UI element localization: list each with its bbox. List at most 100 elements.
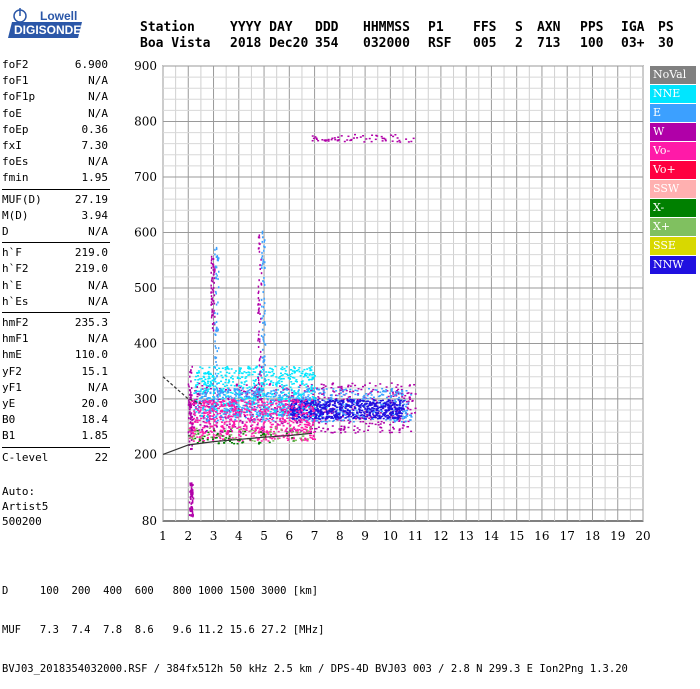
echo-point (282, 387, 285, 390)
echo-point (302, 375, 305, 378)
echo-point (377, 412, 380, 414)
echo-point (223, 410, 226, 412)
echo-point (277, 377, 280, 379)
echo-point (244, 428, 247, 431)
echo-point (372, 416, 375, 418)
echo-point (308, 430, 311, 433)
echo-point (255, 416, 258, 419)
echo-point (274, 421, 277, 423)
echo-point (257, 303, 260, 306)
y-tick-label: 700 (134, 170, 157, 184)
echo-point (212, 418, 215, 420)
param-row: foEs N/A (2, 155, 108, 171)
echo-point (282, 434, 285, 437)
echo-point (219, 371, 222, 373)
echo-point (269, 396, 272, 398)
echo-point (260, 391, 263, 393)
echo-point (320, 409, 323, 411)
spread-streak (210, 255, 216, 332)
echo-point (228, 425, 231, 428)
echo-point (287, 392, 290, 394)
echo-point (236, 410, 239, 412)
echo-point (336, 394, 339, 397)
echo-point (299, 437, 302, 439)
echo-point (322, 404, 325, 407)
echo-point (395, 403, 398, 406)
echo-point (296, 421, 299, 423)
echo-point (189, 496, 192, 499)
echo-point (214, 403, 217, 406)
echo-point (395, 418, 398, 421)
echo-point (210, 373, 213, 376)
echo-point (266, 418, 269, 421)
echo-point (254, 418, 257, 421)
echo-point (202, 405, 205, 407)
echo-point (269, 430, 272, 433)
echo-point (255, 413, 258, 416)
echo-point (300, 421, 303, 424)
echo-point (225, 396, 228, 398)
echo-point (241, 421, 244, 423)
echo-point (232, 399, 235, 402)
echo-point (359, 406, 362, 409)
echo-point (219, 418, 222, 421)
echo-point (191, 394, 193, 397)
echo-point (235, 409, 238, 412)
echo-point (197, 392, 200, 395)
echo-point (191, 509, 193, 512)
echo-point (243, 414, 246, 417)
echo-point (280, 415, 283, 417)
echo-point (315, 402, 318, 404)
echo-point (229, 404, 232, 407)
echo-point (309, 410, 312, 413)
param-separator (2, 188, 110, 190)
echo-point (242, 386, 245, 389)
echo-point (335, 390, 338, 392)
echo-point (404, 394, 407, 397)
echo-point (225, 432, 228, 435)
echo-point (328, 409, 331, 412)
echo-point (275, 382, 278, 384)
echo-point (223, 423, 226, 425)
echo-point (344, 417, 347, 419)
echo-point (238, 420, 241, 423)
echo-point (274, 410, 277, 412)
echo-point (354, 389, 357, 392)
echo-point (275, 376, 278, 378)
echo-point (258, 395, 261, 397)
echo-point (309, 397, 312, 399)
echo-point (261, 348, 264, 351)
echo-point (301, 382, 304, 385)
echo-point (324, 403, 327, 406)
echo-point (197, 404, 200, 407)
echo-point (333, 431, 336, 433)
echo-point (274, 399, 277, 402)
echo-point (190, 487, 193, 490)
echo-point (272, 430, 275, 433)
echo-point (280, 402, 283, 405)
echo-point (208, 411, 211, 413)
echo-point (240, 389, 243, 392)
echo-point (408, 397, 411, 399)
echo-point (258, 419, 261, 422)
echo-point (262, 291, 264, 294)
echo-point (261, 262, 264, 265)
echo-point (213, 266, 215, 269)
echo-point (201, 440, 204, 442)
echo-point (264, 380, 267, 383)
echo-point (353, 401, 356, 404)
echo-point (267, 415, 270, 417)
echo-point (306, 385, 309, 387)
echo-point (212, 314, 214, 317)
echo-point (284, 398, 287, 400)
echo-point (332, 410, 335, 412)
echo-point (221, 396, 224, 399)
echo-point (258, 236, 261, 239)
echo-point (272, 389, 275, 392)
echo-point (208, 385, 211, 388)
echo-point (358, 411, 361, 414)
echo-point (368, 411, 371, 414)
spread-streak (260, 230, 267, 381)
echo-point (324, 422, 327, 425)
legend-item-noval: NoVal (650, 66, 696, 84)
